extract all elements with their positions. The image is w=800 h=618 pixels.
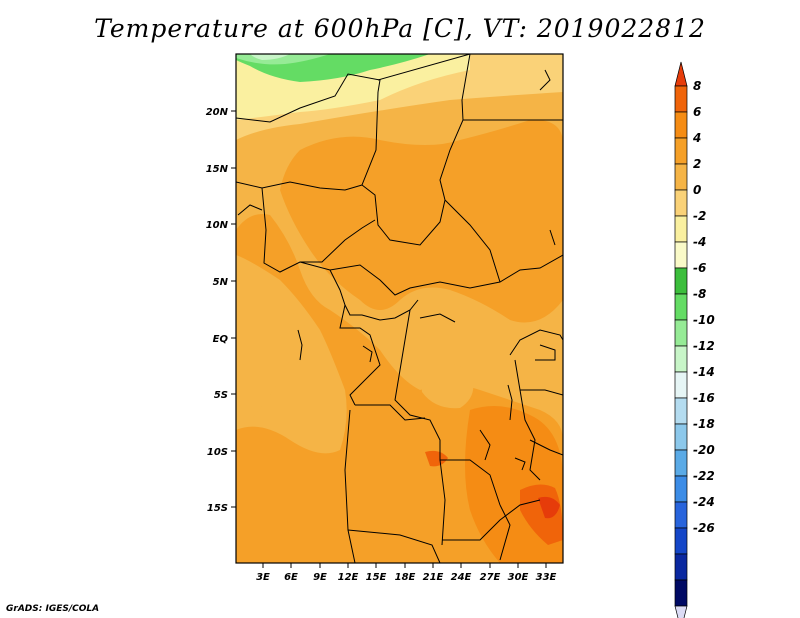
lon-label: 9E [313, 572, 327, 583]
colorbar-swatch [674, 527, 688, 555]
colorbar-label: -26 [693, 521, 715, 535]
grads-credit: GrADS: IGES/COLA [6, 604, 100, 614]
colorbar-swatch [674, 475, 688, 503]
colorbar-swatch [674, 189, 688, 217]
colorbar-label: -16 [693, 391, 715, 405]
colorbar-swatch [674, 137, 688, 165]
colorbar-label: 8 [693, 79, 701, 93]
colorbar-swatch [674, 423, 688, 451]
lat-label: EQ [213, 334, 229, 345]
colorbar-label: -4 [693, 235, 706, 249]
lon-label: 21E [423, 572, 444, 583]
map-title: Temperature at 600hPa [C], VT: 201902281… [94, 14, 706, 43]
lat-label: 15S [207, 503, 228, 514]
colorbar-swatch [674, 319, 688, 347]
colorbar-label: -18 [693, 417, 715, 431]
colorbar-bottom-arrow [674, 605, 688, 618]
lon-label: 24E [451, 572, 472, 583]
colorbar-swatch [674, 501, 688, 529]
lat-label: 5N [213, 277, 229, 288]
colorbar-swatch [674, 371, 688, 399]
colorbar-label: 2 [693, 157, 701, 171]
lon-label: 30E [508, 572, 529, 583]
colorbar-label: 0 [693, 183, 701, 197]
colorbar: 8 6 4 2 0 -2 -4 -6 -8 -10 -12 -14 -16 -18 -20 -22 -24 -26 [674, 61, 715, 618]
colorbar-swatch [674, 111, 688, 139]
colorbar-swatch [674, 163, 688, 191]
colorbar-swatch [674, 267, 688, 295]
colorbar-label: 6 [693, 105, 701, 119]
colorbar-swatch [674, 553, 688, 581]
lon-label: 3E [256, 572, 270, 583]
colorbar-label: -12 [693, 339, 715, 353]
colorbar-swatch [674, 345, 688, 373]
colorbar-label: -8 [693, 287, 706, 301]
colorbar-swatch [674, 293, 688, 321]
colorbar-swatch [674, 397, 688, 425]
colorbar-label: -24 [693, 495, 715, 509]
colorbar-label: -2 [693, 209, 706, 223]
colorbar-label: -22 [693, 469, 715, 483]
colorbar-label: -14 [693, 365, 715, 379]
lon-label: 33E [536, 572, 557, 583]
lat-label: 10N [206, 220, 229, 231]
map-frame [235, 53, 564, 564]
colorbar-swatch [674, 85, 688, 113]
lon-label: 6E [284, 572, 298, 583]
lon-label: 12E [338, 572, 359, 583]
country-borders [236, 54, 563, 563]
colorbar-top-arrow [674, 61, 688, 87]
colorbar-label: -10 [693, 313, 715, 327]
lon-label: 18E [395, 572, 416, 583]
colorbar-swatch [674, 215, 688, 243]
lat-label: 15N [206, 164, 229, 175]
colorbar-label: -6 [693, 261, 706, 275]
lat-label: 20N [206, 107, 229, 118]
lat-label: 5S [214, 390, 228, 401]
colorbar-label: -20 [693, 443, 715, 457]
colorbar-swatch [674, 449, 688, 477]
colorbar-swatch [674, 579, 688, 607]
lat-label: 10S [207, 447, 228, 458]
lon-label: 15E [366, 572, 387, 583]
temperature-field [236, 54, 563, 563]
colorbar-label: 4 [692, 131, 701, 145]
lon-label: 27E [480, 572, 501, 583]
colorbar-swatch [674, 241, 688, 269]
